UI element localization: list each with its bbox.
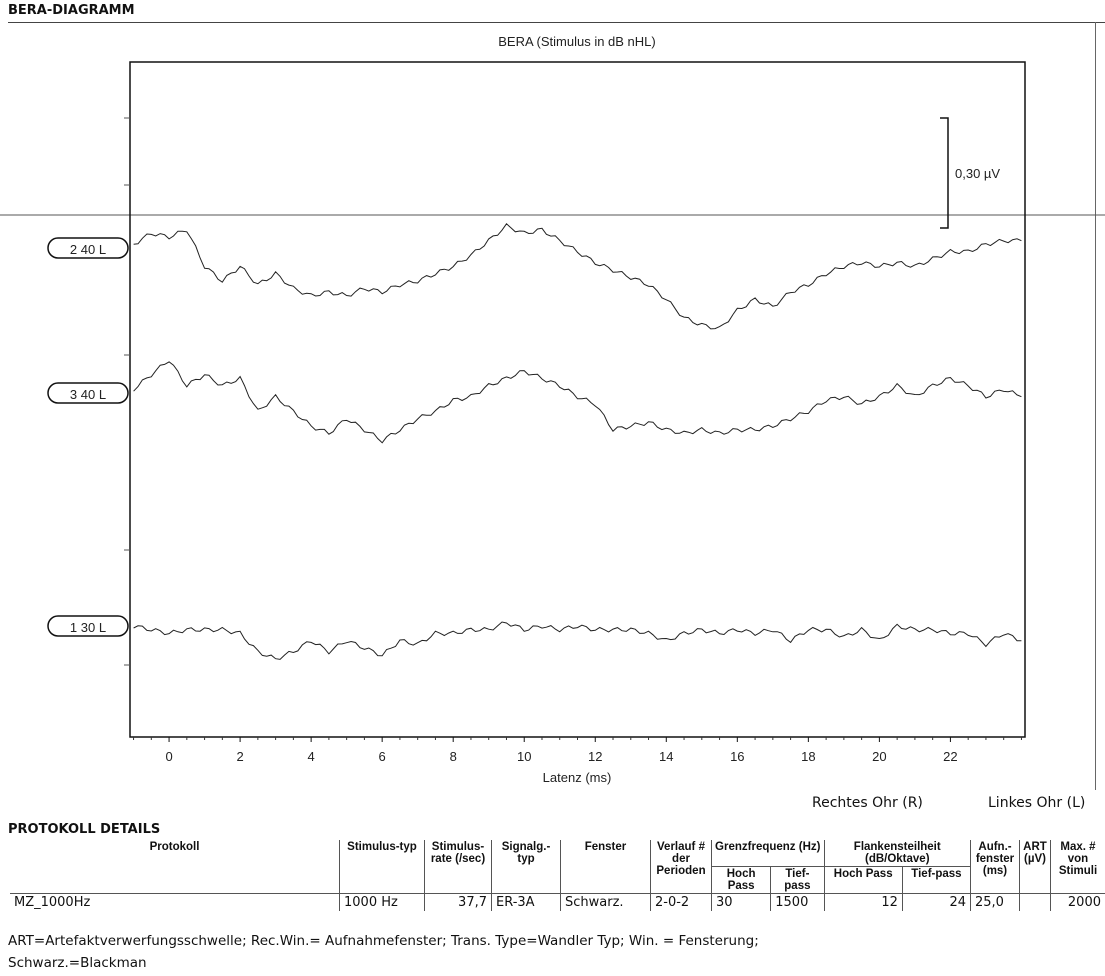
- footnote: ART=Artefaktverwerfungsschwelle; Rec.Win…: [8, 930, 759, 974]
- protocol-table: Protokoll Stimulus-typ Stimulus-rate (/s…: [10, 840, 1105, 911]
- table-row: MZ_1000Hz 1000 Hz 37,7 ER-3A Schwarz. 2-…: [10, 893, 1105, 911]
- header-fenster: Fenster: [560, 840, 651, 894]
- trace-line: [133, 361, 1022, 444]
- section-title-diagram: BERA-DIAGRAMM: [8, 3, 135, 18]
- cell-art: [1019, 893, 1051, 911]
- cell-aufn: 25,0: [970, 893, 1020, 911]
- x-tick-label: 10: [517, 749, 531, 764]
- header-max: Max. # von Stimuli: [1050, 840, 1105, 894]
- trace-label-outline: [47, 615, 129, 637]
- x-tick-label: 16: [730, 749, 744, 764]
- x-tick-label: 6: [379, 749, 386, 764]
- divider: [8, 22, 1105, 23]
- footnote-line-2: Schwarz.=Blackman: [8, 955, 147, 971]
- x-tick-label: 14: [659, 749, 673, 764]
- bera-chart: BERA (Stimulus in dB nHL) 0 2 4 6 8 10 12 14 16 1…: [0, 34, 1105, 785]
- trace-label-text: 1 30 L: [70, 620, 106, 635]
- cell-max: 2000: [1050, 893, 1105, 911]
- trace-label-outline: [47, 382, 129, 404]
- x-tick-label: 0: [165, 749, 172, 764]
- cell-verlauf: 2-0-2: [650, 893, 712, 911]
- cell-fenster: Schwarz.: [560, 893, 651, 911]
- header-signal: Signalg.-typ: [491, 840, 561, 894]
- header-grenz: Grenzfrequenz (Hz): [711, 840, 825, 867]
- x-axis-label: Latenz (ms): [543, 770, 612, 785]
- x-tick-label: 22: [943, 749, 957, 764]
- section-title-protocol: PROTOKOLL DETAILS: [8, 822, 161, 837]
- frame-line: [1095, 22, 1096, 790]
- x-tick-label: 18: [801, 749, 815, 764]
- header-aufn: Aufn.-fenster (ms): [970, 840, 1020, 894]
- cell-protokoll: MZ_1000Hz: [10, 893, 340, 911]
- chart-title: BERA (Stimulus in dB nHL): [498, 34, 656, 49]
- header-flanken-tief: Tief-pass: [901, 866, 971, 894]
- trace-label-text: 3 40 L: [70, 387, 106, 402]
- trace-label: 1 30 L: [47, 615, 129, 637]
- cell-stimrate: 37,7: [424, 893, 492, 911]
- cell-grenz-tief: 1500: [770, 893, 825, 911]
- cell-flanken-tief: 24: [901, 893, 971, 911]
- x-tick-label: 12: [588, 749, 602, 764]
- header-flanken: Flankensteilheit (dB/Oktave): [823, 840, 971, 867]
- cell-flanken-hoch: 12: [823, 893, 903, 911]
- plot-frame: [129, 61, 1026, 738]
- trace-label: 3 40 L: [47, 382, 129, 404]
- legend-right-ear: Rechtes Ohr (R): [812, 795, 923, 811]
- header-grenz-tief: Tief-pass: [770, 866, 825, 894]
- trace-label-outline: [47, 237, 129, 259]
- trace-line: [133, 223, 1022, 330]
- trace-line: [133, 621, 1022, 660]
- header-stimrate: Stimulus-rate (/sec): [424, 840, 492, 894]
- header-art: ART (µV): [1019, 840, 1051, 894]
- x-tick-label: 20: [872, 749, 886, 764]
- x-tick-label: 8: [450, 749, 457, 764]
- cell-grenz-hoch: 30: [710, 893, 771, 911]
- cell-stimtyp: 1000 Hz: [339, 893, 425, 911]
- cell-signal: ER-3A: [491, 893, 561, 911]
- trace-label-text: 2 40 L: [70, 242, 106, 257]
- x-tick-label: 2: [236, 749, 243, 764]
- header-stimtyp: Stimulus-typ: [339, 840, 425, 894]
- scale-bar-label: 0,30 µV: [955, 166, 1000, 181]
- legend-left-ear: Linkes Ohr (L): [988, 795, 1086, 811]
- footnote-line-1: ART=Artefaktverwerfungsschwelle; Rec.Win…: [8, 933, 759, 949]
- x-tick-label: 4: [308, 749, 315, 764]
- header-protokoll: Protokoll: [149, 841, 200, 853]
- header-verlauf: Verlauf # der Perioden: [650, 840, 712, 894]
- header-flanken-hoch: Hoch Pass: [823, 866, 903, 894]
- trace-label: 2 40 L: [47, 237, 129, 259]
- header-grenz-hoch: Hoch Pass: [710, 866, 771, 894]
- scale-bar: [940, 117, 949, 229]
